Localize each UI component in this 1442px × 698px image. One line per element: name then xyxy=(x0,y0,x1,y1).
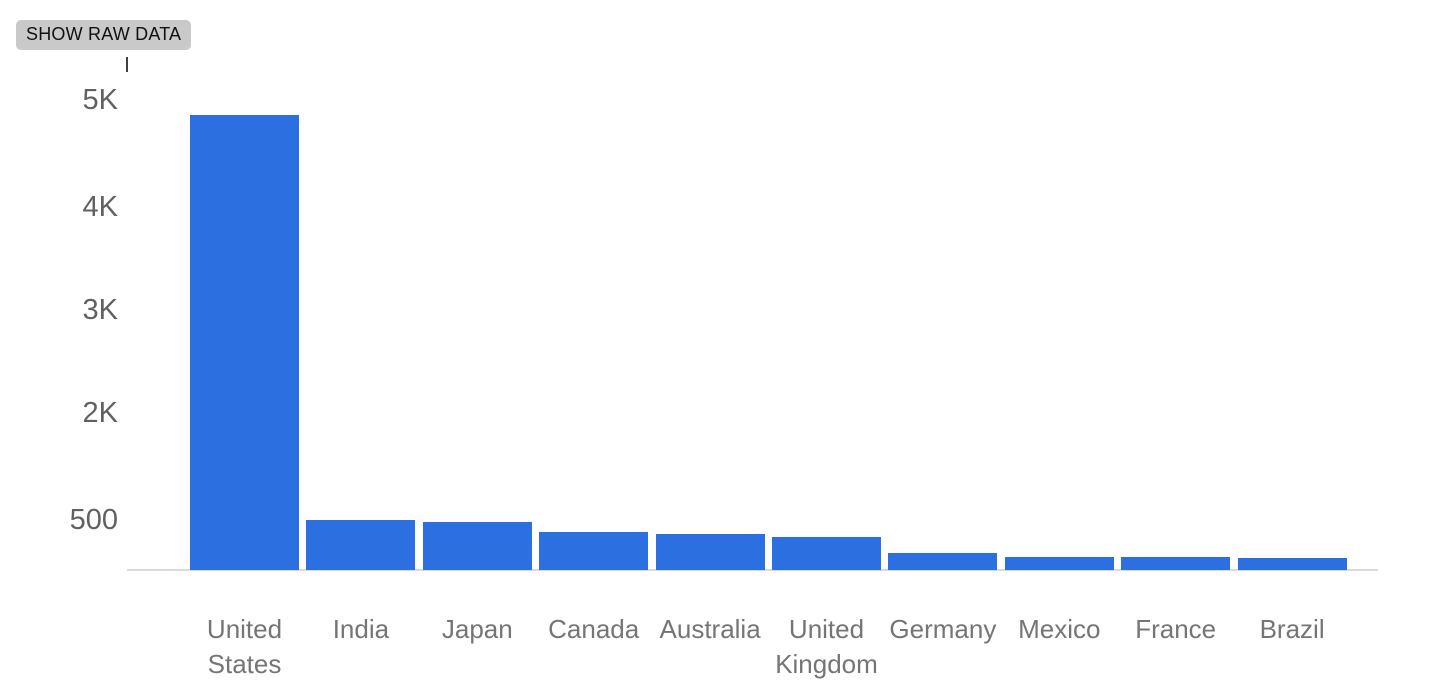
x-label-france: France xyxy=(1135,614,1217,644)
x-label-united-states: United States xyxy=(206,614,283,679)
x-label-australia: Australia xyxy=(659,614,761,644)
y-tick-label-2k: 2K xyxy=(82,397,118,429)
bar-india[interactable] xyxy=(306,519,416,570)
x-label-canada: Canada xyxy=(548,614,640,644)
x-label-germany: Germany xyxy=(889,614,997,644)
y-tick-label-5k: 5K xyxy=(82,84,118,116)
bar-united-states[interactable] xyxy=(190,115,299,570)
bar-australia[interactable] xyxy=(655,534,765,570)
x-label-united-kingdom: United Kingdom xyxy=(775,614,878,679)
bar-canada[interactable] xyxy=(539,532,649,570)
y-tick-label-500: 500 xyxy=(69,504,118,536)
y-axis-line xyxy=(126,57,128,72)
x-label-india: India xyxy=(332,614,390,644)
bar-mexico[interactable] xyxy=(1004,556,1114,570)
x-label-japan: Japan xyxy=(441,614,513,644)
bar-brazil[interactable] xyxy=(1237,557,1347,570)
y-tick-label-4k: 4K xyxy=(82,191,118,223)
y-tick-label-3k: 3K xyxy=(82,294,118,326)
bar-germany[interactable] xyxy=(888,553,998,570)
x-axis-baseline xyxy=(127,569,1378,571)
show-raw-data-button[interactable]: SHOW RAW DATA xyxy=(16,20,192,50)
bar-united-kingdom[interactable] xyxy=(772,537,881,570)
x-label-mexico: Mexico xyxy=(1018,614,1101,644)
bar-france[interactable] xyxy=(1121,557,1231,570)
x-label-brazil: Brazil xyxy=(1259,614,1325,644)
bar-japan[interactable] xyxy=(422,522,532,570)
